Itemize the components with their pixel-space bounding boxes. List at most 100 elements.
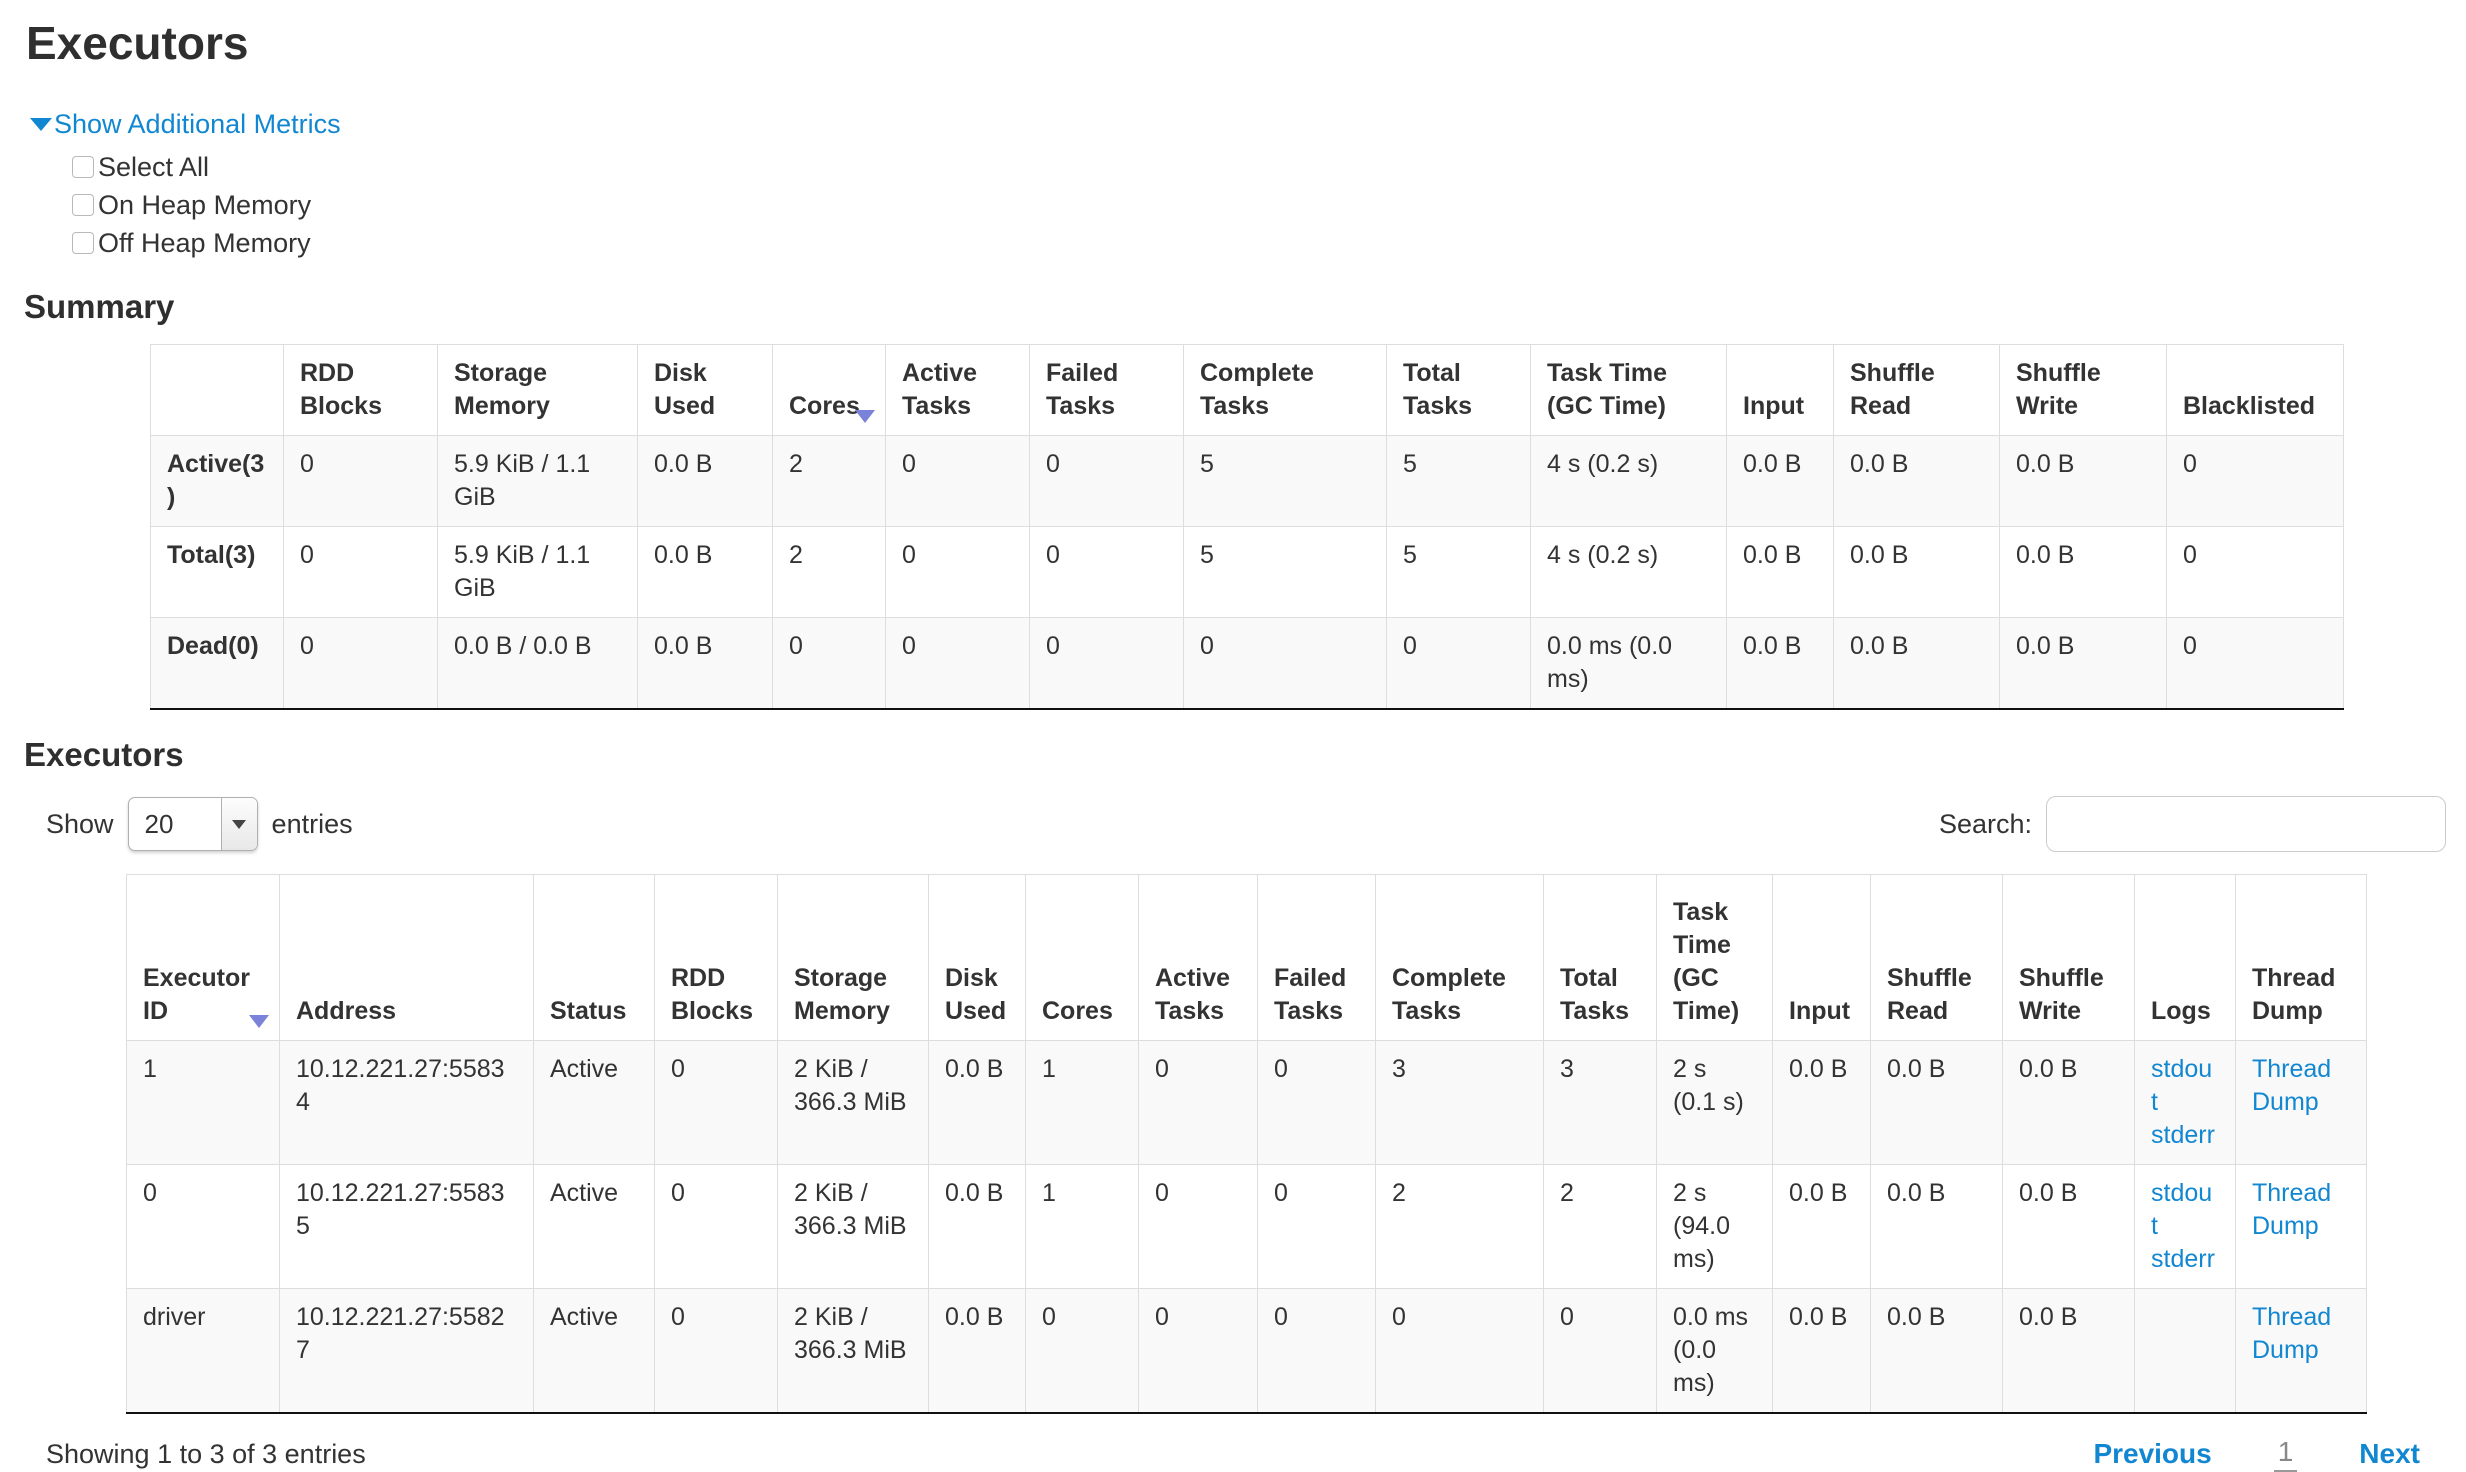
column-header-label: RDD Blocks [300, 359, 382, 421]
table-cell: 0 [1257, 1288, 1376, 1414]
column-header[interactable]: Status [533, 874, 655, 1042]
table-cell [2134, 1288, 2236, 1414]
column-header-label: Active Tasks [1155, 964, 1231, 1026]
stderr-link[interactable]: stderr [2151, 1121, 2215, 1150]
column-header[interactable]: Input [1726, 344, 1834, 437]
previous-button[interactable]: Previous [2093, 1438, 2212, 1470]
column-header[interactable]: RDD Blocks [283, 344, 438, 437]
column-header[interactable]: Cores [772, 344, 886, 437]
column-header-label: Failed Tasks [1046, 359, 1119, 421]
show-additional-metrics-toggle[interactable]: Show Additional Metrics [30, 109, 2466, 140]
column-header[interactable]: Storage Memory [777, 874, 929, 1042]
executors-table: Executor ID Address Status RDD Blocks Storag… [126, 874, 2367, 1415]
table-cell: 0.0 B [1833, 435, 2000, 528]
metric-option[interactable]: Select All [72, 148, 2466, 186]
metric-checkbox[interactable] [72, 232, 94, 255]
thread-dump-link[interactable]: Thread Dump [2252, 1303, 2332, 1365]
metric-option[interactable]: On Heap Memory [72, 186, 2466, 224]
stdout-link[interactable]: stdout [2151, 1179, 2213, 1241]
metric-option-label: On Heap Memory [98, 190, 312, 221]
sort-caret-icon [855, 410, 875, 424]
table-cell: 0 [885, 617, 1030, 710]
column-header[interactable]: Active Tasks [885, 344, 1030, 437]
table-cell: 0 [283, 526, 438, 619]
summary-table: RDD Blocks Storage Memory Disk Used Cores Ac… [150, 344, 2344, 711]
column-header[interactable]: Logs [2134, 874, 2236, 1042]
table-cell: 0 [2166, 617, 2344, 710]
table-cell: 0.0 B [928, 1040, 1026, 1166]
metric-checkbox[interactable] [72, 156, 94, 179]
thread-dump-link[interactable]: Thread Dump [2252, 1179, 2332, 1241]
column-header-label: Shuffle Read [1887, 964, 1972, 1026]
table-cell: 0.0 B [1772, 1288, 1871, 1414]
search-input[interactable] [2046, 796, 2446, 853]
column-header[interactable]: Shuffle Read [1833, 344, 2000, 437]
column-header[interactable]: RDD Blocks [654, 874, 778, 1042]
table-cell: 0.0 B [1999, 617, 2167, 710]
column-header[interactable]: Failed Tasks [1257, 874, 1376, 1042]
table-cell: 0 [772, 617, 886, 710]
metric-option-label: Select All [98, 152, 210, 183]
column-header[interactable]: Complete Tasks [1183, 344, 1387, 437]
table-cell: 0 [1138, 1040, 1258, 1166]
stderr-link[interactable]: stderr [2151, 1245, 2215, 1274]
table-cell: 0.0 B [1772, 1164, 1871, 1290]
entries-label: entries [271, 808, 353, 839]
thread-dump-link[interactable]: Thread Dump [2252, 1055, 2332, 1117]
column-header[interactable]: Input [1772, 874, 1871, 1042]
table-cell: 0.0 ms (0.0 ms) [1530, 617, 1727, 710]
table-cell: 0 [1257, 1164, 1376, 1290]
column-header[interactable]: Shuffle Read [1870, 874, 2003, 1042]
column-header[interactable] [150, 344, 284, 437]
column-header-label: Address [296, 997, 397, 1026]
executors-heading: Executors [24, 736, 184, 774]
column-header[interactable]: Shuffle Write [1999, 344, 2167, 437]
column-header-label: Input [1789, 997, 1851, 1026]
table-cell: 0 [654, 1288, 778, 1414]
column-header[interactable]: Blacklisted [2166, 344, 2344, 437]
table-cell: 10.12.221.27:55827 [279, 1288, 534, 1414]
column-header[interactable]: Total Tasks [1386, 344, 1531, 437]
table-cell: 10.12.221.27:55835 [279, 1164, 534, 1290]
column-header[interactable]: Disk Used [928, 874, 1026, 1042]
column-header[interactable]: Cores [1025, 874, 1139, 1042]
column-header[interactable]: Failed Tasks [1029, 344, 1184, 437]
column-header-label: Disk Used [945, 964, 1007, 1026]
column-header-label: Shuffle Write [2016, 359, 2101, 421]
table-cell: 5.9 KiB / 1.1 GiB [437, 435, 638, 528]
table-cell: 0.0 B [1726, 526, 1834, 619]
table-cell: 0.0 B [1999, 435, 2167, 528]
page-number[interactable]: 1 [2273, 1436, 2298, 1472]
column-header[interactable]: Address [279, 874, 534, 1042]
table-cell: 2 s (0.1 s) [1656, 1040, 1773, 1166]
column-header-label: Logs [2151, 997, 2211, 1026]
metric-option[interactable]: Off Heap Memory [72, 224, 2466, 262]
table-cell: 0.0 B [1870, 1288, 2003, 1414]
column-header[interactable]: Task Time (GC Time) [1656, 874, 1773, 1042]
table-cell: 0 [1025, 1288, 1139, 1414]
table-cell: 0.0 B [637, 435, 773, 528]
table-cell: 3 [1375, 1040, 1544, 1166]
metric-checkbox[interactable] [72, 194, 94, 217]
table-cell: stdout stderr [2134, 1040, 2236, 1166]
next-button[interactable]: Next [2359, 1438, 2420, 1470]
column-header[interactable]: Thread Dump [2235, 874, 2367, 1042]
column-header[interactable]: Storage Memory [437, 344, 638, 437]
table-cell: 0 [2166, 435, 2344, 528]
table-cell: 0 [1543, 1288, 1657, 1414]
column-header-label: Thread Dump [2252, 964, 2336, 1026]
column-header[interactable]: Complete Tasks [1375, 874, 1544, 1042]
column-header-label: Status [550, 997, 627, 1026]
table-cell: 0.0 B / 0.0 B [437, 617, 638, 710]
column-header[interactable]: Task Time (GC Time) [1530, 344, 1727, 437]
column-header[interactable]: Executor ID [126, 874, 280, 1042]
stdout-link[interactable]: stdout [2151, 1055, 2213, 1117]
column-header[interactable]: Shuffle Write [2002, 874, 2135, 1042]
page-size-value: 20 [144, 808, 174, 839]
page-size-select[interactable]: 20 [127, 797, 258, 852]
column-header[interactable]: Disk Used [637, 344, 773, 437]
table-cell: 1 [126, 1040, 280, 1166]
column-header[interactable]: Active Tasks [1138, 874, 1258, 1042]
column-header[interactable]: Total Tasks [1543, 874, 1657, 1042]
